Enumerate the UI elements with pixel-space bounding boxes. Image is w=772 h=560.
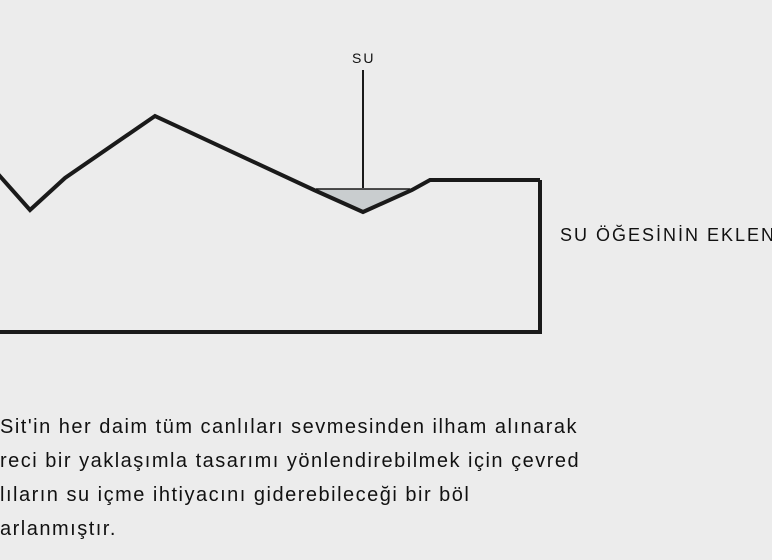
stage: SU SU ÖĞESİNİN EKLENM Sit'in her daim tü… xyxy=(0,0,772,560)
side-caption: SU ÖĞESİNİN EKLENM xyxy=(560,225,772,246)
water-fill xyxy=(316,189,410,212)
para-line-3: lıların su içme ihtiyacını giderebileceğ… xyxy=(0,478,772,512)
para-line-2: reci bir yaklaşımla tasarımı yönlendireb… xyxy=(0,444,772,478)
body-paragraph: Sit'in her daim tüm canlıları sevmesinde… xyxy=(0,410,772,546)
su-label: SU xyxy=(352,50,375,66)
para-line-4: arlanmıştır. xyxy=(0,512,772,546)
frame-line xyxy=(0,180,540,332)
terrain-profile xyxy=(0,116,540,212)
para-line-1: Sit'in her daim tüm canlıları sevmesinde… xyxy=(0,410,772,444)
